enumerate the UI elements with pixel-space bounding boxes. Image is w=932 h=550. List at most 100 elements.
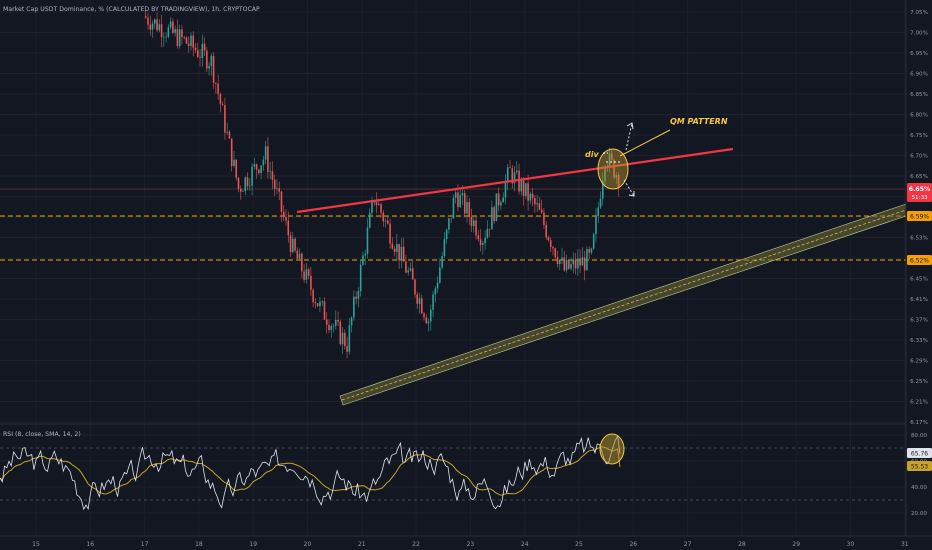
candle-body bbox=[409, 268, 412, 271]
candle-body bbox=[595, 216, 597, 235]
time-axis[interactable] bbox=[0, 536, 932, 550]
time-tick-label: 30 bbox=[847, 541, 855, 548]
rsi-tick-label: 20.00 bbox=[911, 511, 927, 517]
candle-body bbox=[183, 37, 185, 38]
candle-body bbox=[463, 193, 466, 214]
candle-body bbox=[425, 317, 428, 324]
rsi-sma-badge bbox=[907, 461, 932, 471]
candle-body bbox=[362, 255, 364, 265]
candle-body bbox=[389, 223, 391, 244]
candle-body bbox=[219, 93, 222, 105]
rsi-title[interactable]: RSI (8, close, SMA, 14, 2) bbox=[3, 431, 81, 438]
price-axis[interactable] bbox=[906, 0, 932, 550]
candle-body bbox=[525, 183, 527, 196]
candle-body bbox=[244, 177, 247, 192]
candle-body bbox=[337, 320, 339, 322]
candle-body bbox=[294, 238, 296, 251]
candle-body bbox=[583, 257, 586, 271]
candle-body bbox=[208, 65, 210, 69]
candle-body bbox=[230, 138, 233, 166]
candle-body bbox=[400, 246, 403, 261]
candle-body bbox=[215, 82, 217, 84]
candle-body bbox=[495, 193, 498, 222]
candle-body bbox=[549, 240, 552, 248]
candle-body bbox=[278, 188, 281, 192]
div-label: div bbox=[585, 150, 599, 159]
rsi-highlight-circle[interactable] bbox=[599, 433, 625, 465]
time-axis-ticks: 15 16 17 18 19 20 21 22 23 24 25 26 27 28 29 30 31 bbox=[32, 541, 909, 548]
candle-body bbox=[185, 37, 188, 44]
candle-body bbox=[280, 191, 283, 212]
time-tick-label: 21 bbox=[358, 541, 366, 548]
price-tick-label: 6.53% bbox=[910, 236, 928, 242]
time-tick-label: 29 bbox=[792, 541, 800, 548]
candle-body bbox=[296, 250, 299, 259]
candle-body bbox=[228, 131, 231, 139]
candle-body bbox=[201, 43, 204, 58]
candle-body bbox=[165, 36, 167, 38]
candle-body bbox=[341, 332, 344, 345]
candle-body bbox=[556, 257, 559, 265]
level-high-badge bbox=[907, 211, 932, 221]
candle-body bbox=[520, 180, 523, 192]
candle-body bbox=[289, 235, 292, 253]
level-high-value: 6.59% bbox=[910, 214, 929, 221]
candle-body bbox=[565, 260, 568, 271]
candle-body bbox=[592, 234, 595, 249]
price-tick-label: 6.85% bbox=[910, 92, 928, 98]
candle-body bbox=[581, 257, 584, 266]
candle-body bbox=[414, 279, 416, 295]
candle-body bbox=[301, 253, 303, 272]
candle-body bbox=[613, 159, 615, 178]
candle-body bbox=[420, 298, 423, 314]
candle-body bbox=[407, 270, 409, 273]
candle-body bbox=[303, 271, 305, 280]
candle-body bbox=[570, 264, 572, 269]
qm-pointer-line bbox=[619, 129, 671, 157]
countdown-value: 51:33 bbox=[911, 195, 928, 201]
candle-body bbox=[527, 183, 529, 201]
candle-body bbox=[500, 202, 502, 206]
candle-body bbox=[477, 235, 480, 240]
time-tick-label: 31 bbox=[901, 541, 909, 548]
candle-body bbox=[522, 180, 525, 196]
candle-body bbox=[540, 209, 543, 213]
candle-body bbox=[561, 257, 563, 260]
candle-body bbox=[239, 188, 242, 192]
candle-body bbox=[506, 167, 509, 182]
time-tick-label: 27 bbox=[684, 541, 692, 548]
time-tick-label: 26 bbox=[629, 541, 637, 548]
candle-body bbox=[432, 294, 434, 310]
candle-body bbox=[611, 153, 613, 160]
candle-body bbox=[396, 243, 398, 252]
candle-body bbox=[235, 159, 238, 178]
candle-body bbox=[402, 246, 405, 262]
candle-body bbox=[169, 21, 172, 28]
candle-body bbox=[547, 237, 550, 241]
resistance-trendline[interactable] bbox=[296, 147, 734, 214]
rsi-tick-label: 40.00 bbox=[911, 485, 927, 491]
candle-body bbox=[190, 35, 192, 47]
candle-body bbox=[319, 301, 321, 307]
candle-body bbox=[572, 259, 575, 265]
chart-title[interactable]: Market Cap USDT Dominance, % (CALCULATED… bbox=[3, 6, 260, 13]
candle-body bbox=[147, 17, 149, 25]
candle-body bbox=[167, 27, 170, 37]
candle-body bbox=[377, 204, 380, 206]
last-price-value: 6.65% bbox=[909, 186, 930, 193]
candle-body bbox=[292, 238, 294, 253]
rsi-line bbox=[0, 435, 621, 511]
candle-body bbox=[242, 191, 244, 192]
candle-body bbox=[269, 171, 271, 172]
level-low-value: 6.52% bbox=[910, 258, 929, 265]
candle-body bbox=[482, 243, 484, 245]
qm-highlight-circle[interactable] bbox=[597, 148, 629, 190]
candle-body bbox=[307, 269, 310, 276]
rsi-grid bbox=[0, 434, 906, 514]
candle-body bbox=[251, 166, 253, 186]
candle-body bbox=[511, 168, 514, 184]
candle-body bbox=[321, 301, 323, 302]
candle-body bbox=[479, 239, 482, 245]
price-tick-label: 6.21% bbox=[910, 400, 928, 406]
